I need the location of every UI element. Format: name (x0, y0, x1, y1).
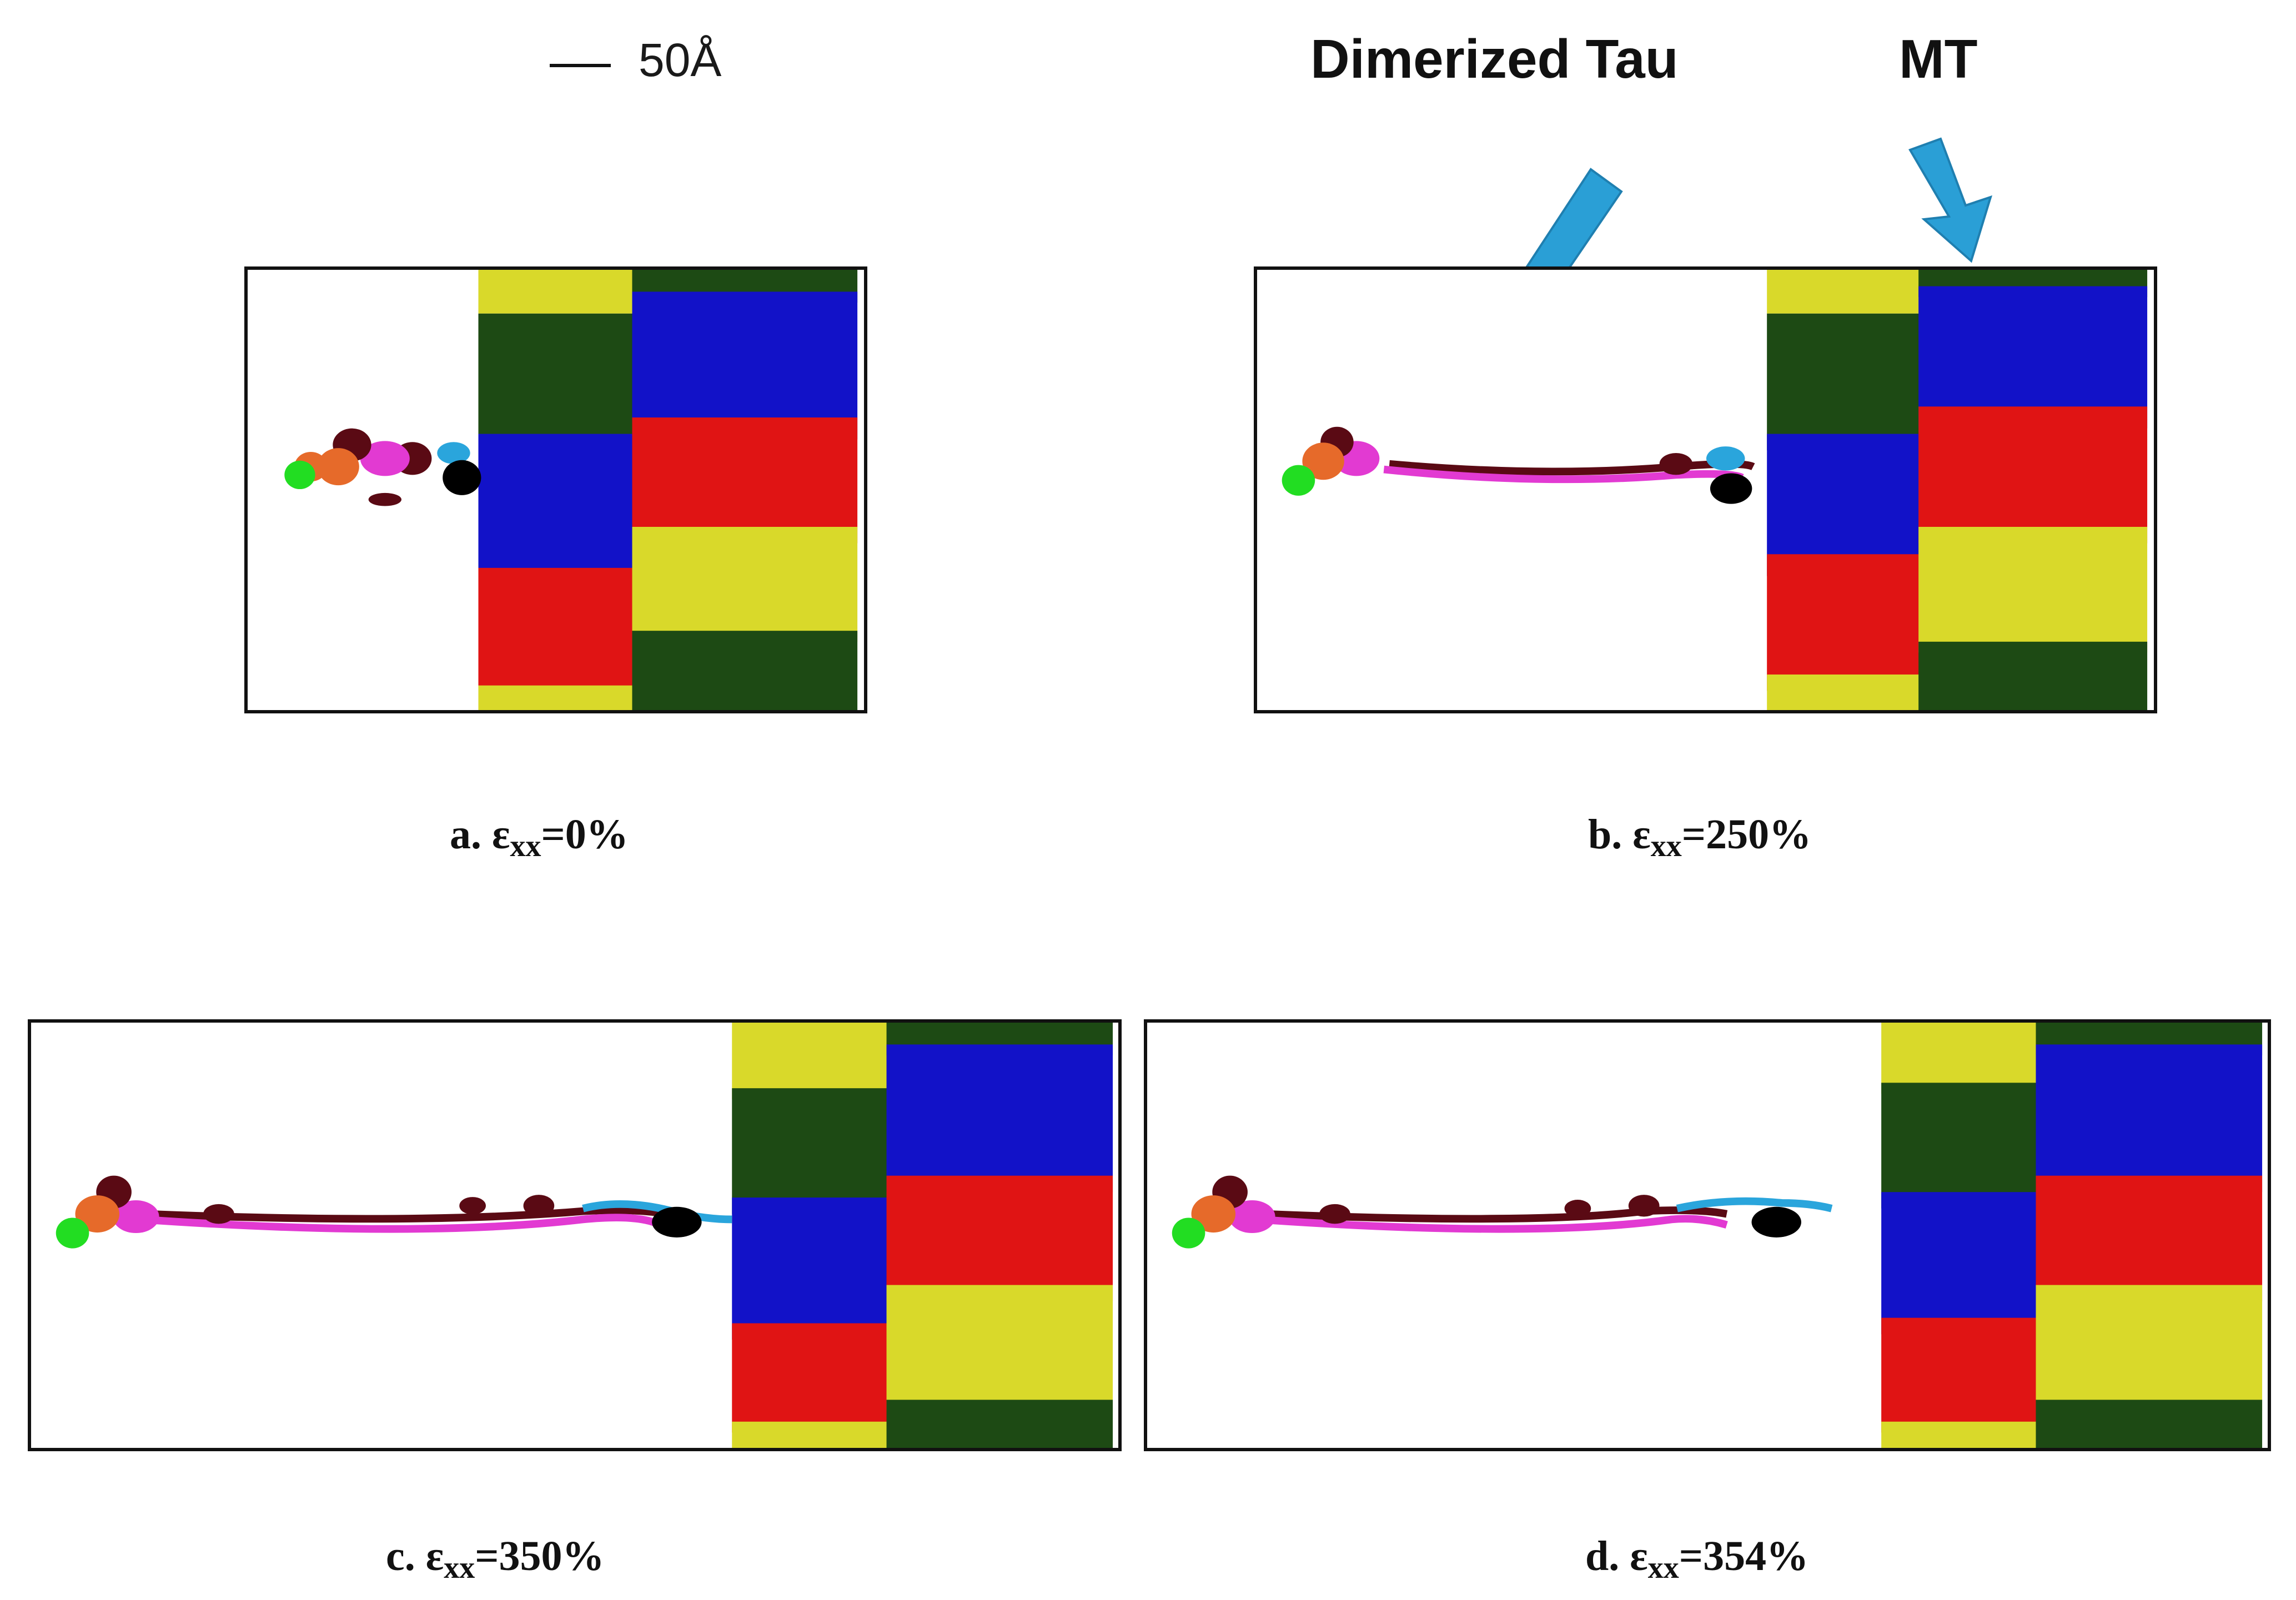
arrow-to-mt (1908, 137, 1993, 263)
caption-panel-d-symbol: ε (1630, 1533, 1648, 1579)
callout-dimerized-tau: Dimerized Tau (1310, 28, 1679, 89)
caption-panel-c-letter: c. (386, 1533, 415, 1579)
scale-bar-line (550, 64, 611, 67)
callout-mt: MT (1899, 28, 1978, 89)
caption-panel-a-subscript: xx (510, 829, 541, 863)
caption-panel-a-letter: a. (450, 811, 481, 858)
caption-panel-a: a. εxx=0% (450, 811, 629, 864)
panel-c-image (28, 1019, 1122, 1451)
panel-b-image (1254, 266, 2157, 713)
caption-panel-b-value: =250% (1681, 811, 1812, 858)
caption-panel-b-subscript: xx (1650, 829, 1682, 863)
caption-panel-b-letter: b. (1588, 811, 1622, 858)
caption-panel-d-value: =354% (1679, 1533, 1809, 1579)
caption-panel-b: b. εxx=250% (1588, 811, 1811, 864)
caption-panel-c: c. εxx=350% (386, 1532, 605, 1586)
caption-panel-a-value: =0% (541, 811, 629, 858)
scale-bar-label: 50Å (639, 34, 722, 86)
scale-bar: 50Å (550, 33, 750, 100)
caption-panel-c-symbol: ε (425, 1533, 444, 1579)
caption-panel-d-subscript: xx (1647, 1551, 1679, 1585)
caption-panel-a-symbol: ε (492, 811, 510, 858)
caption-panel-b-symbol: ε (1632, 811, 1651, 858)
caption-panel-c-subscript: xx (444, 1551, 475, 1585)
panel-d-image (1144, 1019, 2271, 1451)
panel-a-image (244, 266, 867, 713)
caption-panel-d: d. εxx=354% (1585, 1532, 1808, 1586)
caption-panel-c-value: =350% (475, 1533, 605, 1579)
caption-panel-d-letter: d. (1585, 1533, 1620, 1579)
